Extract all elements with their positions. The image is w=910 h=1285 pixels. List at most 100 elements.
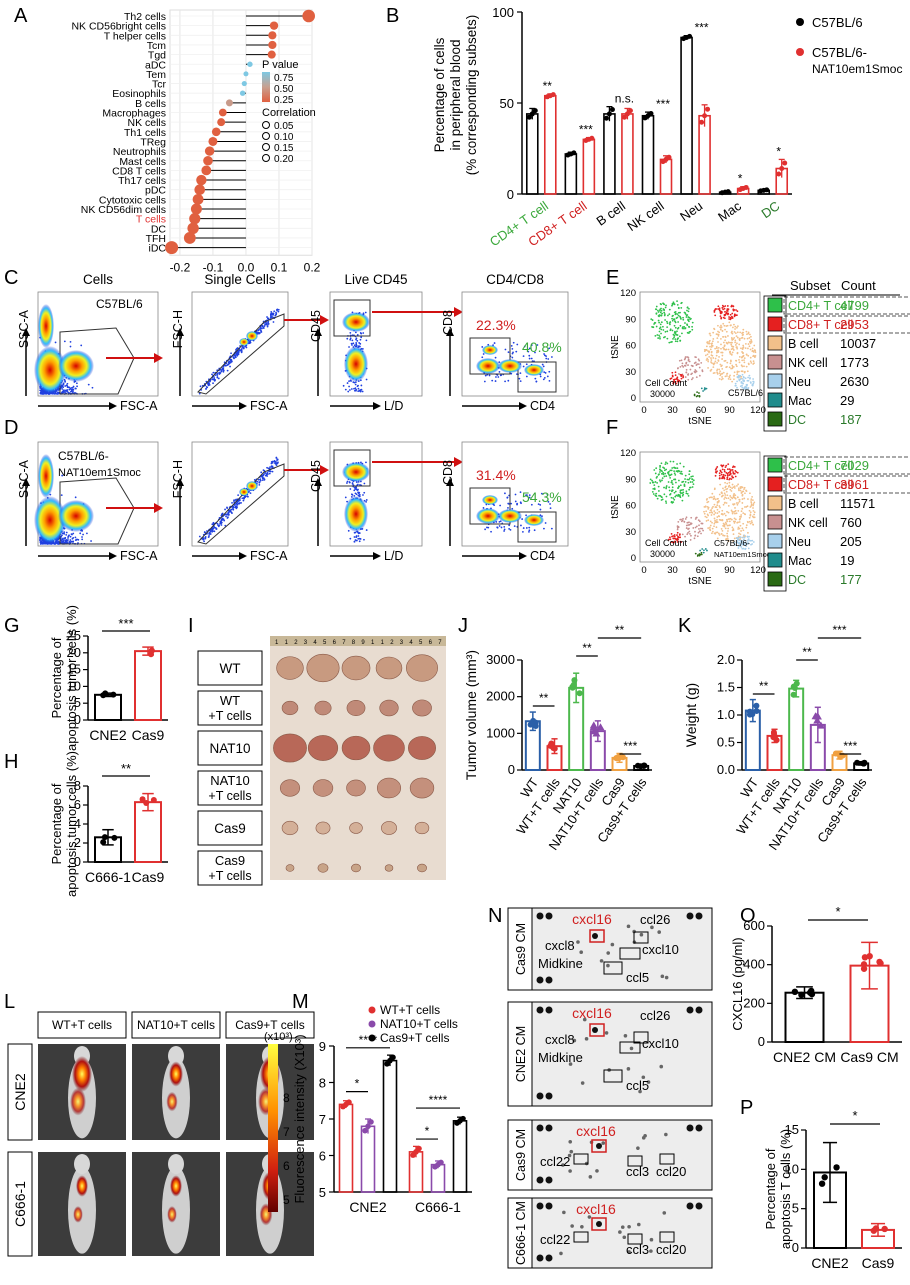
event-dot [362, 494, 364, 496]
event-dot [224, 364, 227, 367]
event-dot [525, 527, 528, 529]
event-dot [276, 462, 279, 465]
cell-dot [718, 510, 721, 513]
count-value: 4799 [840, 298, 869, 313]
cell-dot [725, 464, 728, 467]
cell-count-label: Cell Count [645, 378, 688, 388]
event-dot [354, 539, 357, 541]
cell-dot [703, 510, 705, 513]
event-dot [72, 532, 75, 535]
event-dot [547, 358, 550, 360]
cell-dot [682, 517, 684, 520]
event-dot [273, 310, 276, 313]
event-dot [54, 542, 57, 545]
cell-dot [711, 521, 713, 524]
cell-dot [716, 466, 719, 468]
event-dot [213, 378, 216, 381]
cell-dot [691, 321, 694, 324]
cell-dot [753, 344, 756, 347]
legend-swatch [767, 457, 783, 473]
group-label: +T cells [208, 869, 251, 883]
y-tick-label: 2.0 [717, 652, 735, 667]
data-point [569, 684, 576, 691]
count-value: 177 [840, 572, 862, 587]
arrow-head [22, 478, 30, 486]
category-label: Tem [146, 69, 166, 81]
x-tick-label: Cas9 [132, 869, 165, 885]
cell-dot [741, 347, 744, 350]
cell-dot [700, 551, 703, 554]
cell-dot [754, 351, 757, 354]
density-cluster [58, 500, 94, 532]
event-dot [240, 351, 243, 354]
event-dot [357, 491, 360, 494]
legend-swatch [767, 354, 783, 370]
event-dot [498, 520, 501, 523]
cell-dot [724, 496, 727, 499]
event-dot [503, 525, 506, 528]
array-spot [649, 1249, 653, 1253]
cell-dot [705, 348, 708, 351]
cell-dot [688, 316, 691, 319]
reference-spot [545, 976, 553, 984]
cell-dot [711, 342, 714, 345]
density-cluster [342, 312, 370, 332]
panel-letter: J [458, 615, 468, 637]
cell-dot [726, 468, 729, 471]
event-dot [75, 538, 78, 541]
event-dot [65, 533, 68, 536]
gate-title: Live CD45 [344, 272, 407, 287]
column-header: Count [841, 278, 876, 293]
row-label: CNE2 [12, 1073, 28, 1111]
event-dot [61, 388, 64, 390]
arrow-head [154, 503, 163, 513]
cell-dot [680, 518, 683, 521]
data-point [773, 737, 780, 744]
reference-spot [545, 1124, 553, 1132]
cell-dot [716, 508, 719, 511]
cell-dot [733, 487, 736, 489]
event-dot [231, 501, 233, 504]
x-axis-title: tSNE [688, 416, 712, 427]
event-dot [245, 346, 248, 349]
x-tick-label: NK cell [624, 198, 666, 234]
y-axis-title: CD8 [441, 460, 455, 485]
event-dot [522, 527, 525, 529]
subset-label: NK cell [788, 516, 828, 530]
x-tick-label: 0 [641, 565, 646, 576]
event-dot [275, 464, 278, 467]
cytokine-label-red: cxcl16 [572, 911, 612, 927]
event-dot [512, 351, 514, 354]
cell-dot [666, 322, 669, 325]
event-dot [266, 473, 269, 475]
event-dot [543, 371, 546, 374]
cell-dot [704, 548, 707, 550]
legend-label: NAT10em1Smoc [812, 62, 902, 76]
cell-dot [696, 535, 699, 538]
event-dot [66, 386, 69, 389]
category-label: Tcr [152, 79, 167, 91]
cell-dot [731, 317, 734, 319]
cell-dot [716, 347, 718, 350]
y-axis-title: CXCL16 (pg/ml) [730, 937, 745, 1030]
cell-dot [716, 368, 719, 371]
event-dot [266, 325, 269, 328]
cell-dot [705, 516, 708, 519]
event-dot [270, 311, 273, 313]
cell-dot [741, 351, 743, 353]
event-dot [261, 327, 263, 330]
data-point [776, 171, 782, 177]
gate-percentage: 31.4% [476, 467, 516, 483]
event-dot [534, 351, 536, 354]
cell-dot [732, 476, 735, 479]
array-spot [639, 932, 644, 937]
cell-dot [753, 511, 756, 514]
cell-dot [749, 348, 752, 351]
cell-dot [689, 522, 692, 524]
event-dot [74, 536, 77, 539]
cell-dot [727, 471, 730, 474]
group-label: NAT10 [209, 741, 250, 756]
data-point [532, 722, 539, 729]
cell-dot [730, 348, 733, 351]
plot-frame [329, 291, 423, 397]
